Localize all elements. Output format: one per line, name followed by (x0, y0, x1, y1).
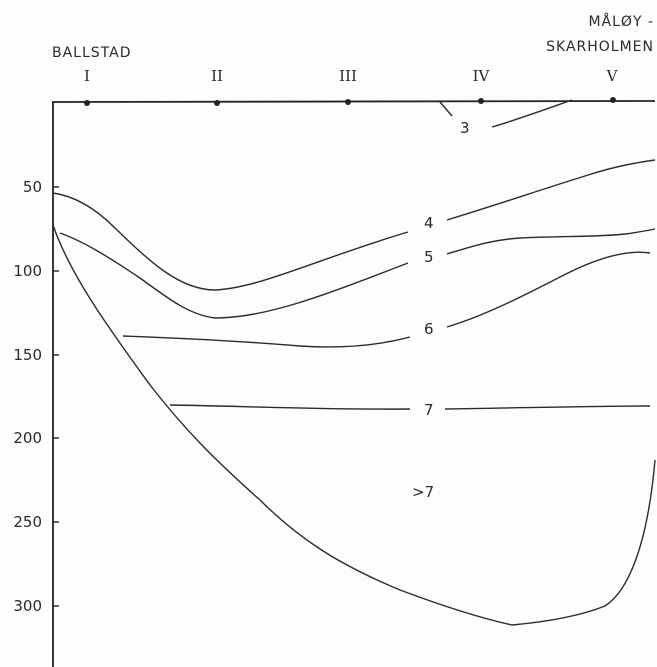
isoline-7 (169, 404, 411, 410)
isoline-4 (52, 192, 409, 291)
isoline-3 (491, 99, 573, 128)
depth-tick-label-50: 50 (23, 178, 42, 196)
station-marker-1 (84, 100, 90, 106)
region-label-gt7: >7 (412, 483, 434, 501)
depth-tick-label-150: 150 (13, 346, 42, 364)
depth-tick-label-100: 100 (13, 262, 42, 280)
isoline-3-leader (439, 101, 453, 117)
isoline-6 (122, 335, 411, 348)
isoline-6-right (446, 251, 651, 328)
station-marker-2 (214, 100, 220, 106)
isoline-label-7: 7 (424, 401, 434, 419)
isoline-label-6: 6 (424, 320, 434, 338)
left-location-label: BALLSTAD (52, 45, 132, 61)
right-location-label-line2: SKARHOLMEN (546, 39, 654, 55)
isoline-4-right (446, 159, 656, 221)
depth-tick-label-300: 300 (13, 597, 42, 615)
station-marker-5 (610, 97, 616, 103)
station-label-4: IV (473, 67, 491, 85)
station-label-1: I (84, 67, 90, 85)
seabed-profile (52, 224, 656, 626)
isoline-label-4: 4 (424, 214, 434, 232)
right-location-label-line1: MÅLØY - (588, 13, 654, 30)
station-marker-3 (345, 99, 351, 105)
station-label-3: III (339, 67, 357, 85)
isoline-label-3: 3 (460, 119, 470, 137)
depth-tick-label-200: 200 (13, 429, 42, 447)
isoline-5-right (446, 228, 656, 255)
isoline-5 (59, 232, 409, 319)
isoline-7-right (444, 405, 651, 410)
station-marker-4 (478, 98, 484, 104)
isoline-label-5: 5 (424, 248, 434, 266)
surface-line (51, 100, 656, 103)
station-label-5: V (606, 67, 619, 85)
station-label-2: II (211, 67, 223, 85)
depth-tick-label-250: 250 (13, 513, 42, 531)
